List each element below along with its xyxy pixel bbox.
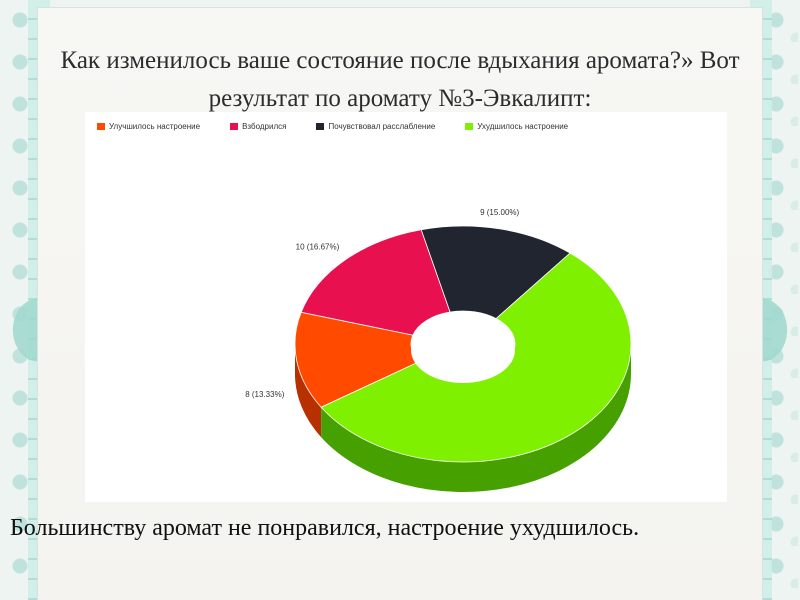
donut-side-wall [321,344,631,492]
donut-hole [411,317,515,383]
legend-label: Взбодрился [242,122,287,131]
chart-area: Улучшилось настроение Взбодрился Почувство… [85,112,727,502]
legend-swatch [97,123,105,130]
legend-item: Улучшилось настроение [97,122,200,131]
donut-slice [420,225,571,320]
data-label: 10 (16.67%) [296,243,340,252]
legend-item: Ухудшилось настроение [465,122,568,131]
donut-chart: 8 (13.33%)10 (16.67%)9 (15.00%)33 (55.00… [245,208,632,492]
data-label: 9 (15.00%) [480,208,519,217]
legend-swatch [316,123,325,130]
legend-swatch [465,123,474,130]
legend-item: Взбодрился [230,122,286,131]
legend-label: Улучшилось настроение [109,122,201,131]
legend-label: Почувствовал расслабление [328,122,436,131]
chart-legend: Улучшилось настроение Взбодрился Почувство… [97,122,568,131]
donut-slice [300,229,451,336]
slide-title: Как изменилось ваше состояние после вдых… [60,47,740,112]
legend-swatch [230,123,239,130]
donut-side-wall [295,344,322,438]
slide-conclusion: Большинству аромат не понравился, настро… [10,515,640,541]
legend-item: Почувствовал расслабление [316,122,435,131]
legend-label: Ухудшилось настроение [477,122,569,131]
data-label: 8 (13.33%) [245,390,284,399]
